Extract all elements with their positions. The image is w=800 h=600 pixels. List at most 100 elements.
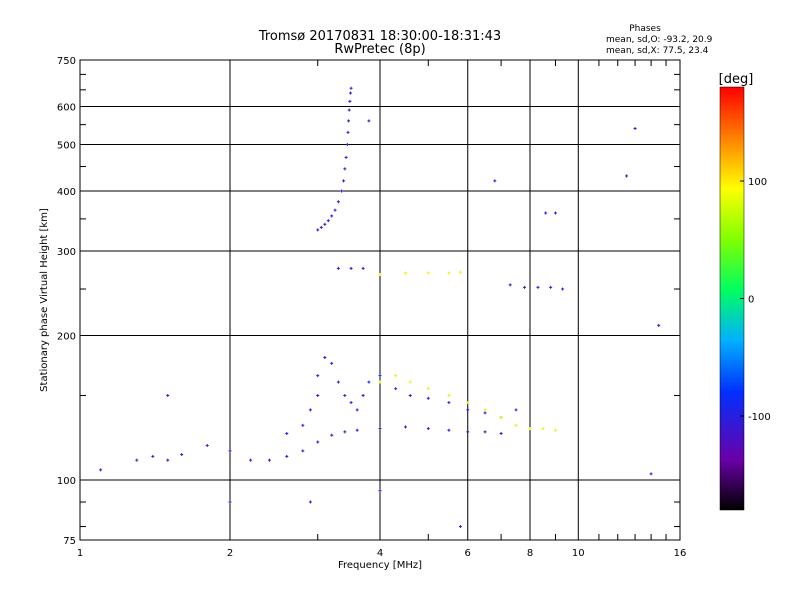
data-point xyxy=(285,432,289,436)
data-point xyxy=(285,454,289,458)
phase-colorbar: [deg] 100 0 -100 xyxy=(719,72,771,511)
data-point xyxy=(336,200,340,204)
data-point xyxy=(316,394,320,398)
data-point xyxy=(378,380,382,384)
y-tick-label: 75 xyxy=(63,536,76,547)
data-point xyxy=(528,427,532,431)
colorbar-gradient xyxy=(719,86,745,511)
data-point xyxy=(458,270,462,274)
phases-heading: Phases xyxy=(629,24,661,34)
data-point xyxy=(316,374,320,378)
y-tick-label: 100 xyxy=(57,476,76,487)
data-point xyxy=(301,423,305,427)
y-tick-label: 750 xyxy=(57,56,76,67)
data-point xyxy=(458,525,462,529)
data-point xyxy=(343,167,347,171)
data-point xyxy=(403,425,407,429)
data-point xyxy=(466,401,470,405)
data-point xyxy=(361,266,365,270)
data-point xyxy=(308,408,312,412)
data-point xyxy=(344,155,348,159)
data-point xyxy=(228,500,232,504)
data-point xyxy=(378,427,382,431)
data-point xyxy=(633,126,637,130)
data-point xyxy=(205,444,209,448)
x-tick-label: 1 xyxy=(77,548,83,559)
data-point xyxy=(657,323,661,327)
x-axis-label: Frequency [MHz] xyxy=(338,560,422,571)
data-point xyxy=(349,266,353,270)
x-tick-label: 6 xyxy=(465,548,471,559)
data-point xyxy=(166,458,170,462)
data-point xyxy=(426,427,430,431)
data-point xyxy=(180,453,184,457)
data-point xyxy=(483,430,487,434)
data-point xyxy=(345,143,349,147)
data-point xyxy=(466,408,470,412)
data-point xyxy=(343,394,347,398)
colorbar-unit-label: [deg] xyxy=(719,72,754,87)
y-tick-label: 300 xyxy=(57,247,76,258)
data-point xyxy=(394,387,398,391)
data-point xyxy=(355,408,359,412)
data-point xyxy=(447,401,451,405)
data-point xyxy=(483,408,487,412)
data-point xyxy=(301,449,305,453)
colorbar-tick-label: -100 xyxy=(748,412,771,423)
data-point xyxy=(403,271,407,275)
x-axis-ticks: 1 2 4 6 8 10 16 xyxy=(77,548,687,559)
data-point xyxy=(514,408,518,412)
data-point xyxy=(349,401,353,405)
data-point xyxy=(267,458,271,462)
data-point xyxy=(541,427,545,431)
data-point xyxy=(348,91,352,95)
data-point xyxy=(343,430,347,434)
data-point xyxy=(135,458,139,462)
data-point xyxy=(649,472,653,476)
x-tick-label: 4 xyxy=(377,548,383,559)
y-tick-label: 400 xyxy=(57,187,76,198)
data-point xyxy=(625,174,629,178)
data-point xyxy=(333,208,337,212)
data-point xyxy=(367,119,371,123)
data-point xyxy=(466,430,470,434)
data-point xyxy=(426,271,430,275)
data-point xyxy=(336,380,340,384)
data-point xyxy=(508,283,512,287)
data-point xyxy=(408,380,412,384)
colorbar-tick-label: 100 xyxy=(748,177,767,188)
data-point xyxy=(447,428,451,432)
chart-subtitle: RwPretec (8p) xyxy=(334,42,425,57)
data-point xyxy=(553,211,557,215)
data-point xyxy=(549,285,553,289)
data-point xyxy=(355,428,359,432)
data-point xyxy=(308,500,312,504)
phase-stat-o: mean, sd,O: -93.2, 20.9 xyxy=(606,35,713,45)
data-point xyxy=(330,361,334,365)
data-point xyxy=(249,458,253,462)
data-point xyxy=(523,285,527,289)
data-point xyxy=(347,108,351,112)
data-point xyxy=(378,273,382,277)
data-point xyxy=(330,214,334,218)
data-point xyxy=(151,454,155,458)
data-point xyxy=(426,387,430,391)
data-point xyxy=(447,271,451,275)
x-tick-label: 16 xyxy=(674,548,687,559)
data-point xyxy=(323,355,327,359)
data-point xyxy=(330,433,334,437)
data-point xyxy=(367,380,371,384)
y-tick-label: 200 xyxy=(57,332,76,343)
data-point xyxy=(348,99,352,103)
data-point xyxy=(346,130,350,134)
data-point xyxy=(499,415,503,419)
colorbar-tick-label: 0 xyxy=(748,295,754,306)
data-point xyxy=(483,411,487,415)
data-point xyxy=(499,432,503,436)
data-point xyxy=(378,489,382,493)
data-point xyxy=(378,374,382,378)
data-point xyxy=(514,423,518,427)
y-tick-label: 500 xyxy=(57,141,76,152)
data-point xyxy=(349,86,353,90)
